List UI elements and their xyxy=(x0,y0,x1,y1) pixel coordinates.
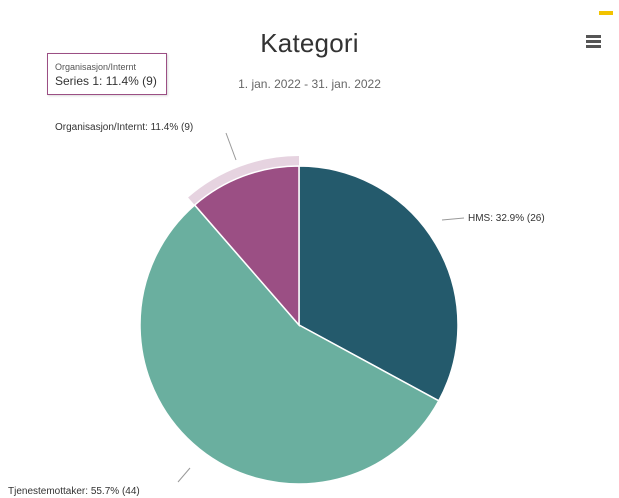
data-label-connector xyxy=(441,217,465,221)
hamburger-menu-icon[interactable] xyxy=(584,31,606,53)
menu-bar-middle xyxy=(586,40,601,43)
tooltip-heading: Organisasjon/Internt xyxy=(55,62,137,72)
pie-slice-hms[interactable] xyxy=(298,165,459,402)
menu-bar-bottom xyxy=(586,45,601,48)
chart-title: Kategori xyxy=(260,28,359,58)
tooltip-value: Series 1: 11.4% (9) xyxy=(55,74,157,88)
data-label-connector xyxy=(225,132,237,161)
tooltip: Organisasjon/Internt Series 1: 11.4% (9) xyxy=(47,53,167,95)
pie-slice-organisasjon-internt[interactable] xyxy=(193,165,300,328)
chart-subtitle: 1. jan. 2022 - 31. jan. 2022 xyxy=(238,77,381,91)
menu-bar-top xyxy=(586,35,601,38)
corner-accent xyxy=(599,11,613,15)
data-label-connector xyxy=(177,467,191,483)
data-label: Tjenestemottaker: 55.7% (44) xyxy=(8,486,140,497)
data-label: Organisasjon/Internt: 11.4% (9) xyxy=(55,122,193,133)
pie-slice-tjenestemottaker[interactable] xyxy=(139,203,440,485)
data-label: HMS: 32.9% (26) xyxy=(468,213,545,224)
